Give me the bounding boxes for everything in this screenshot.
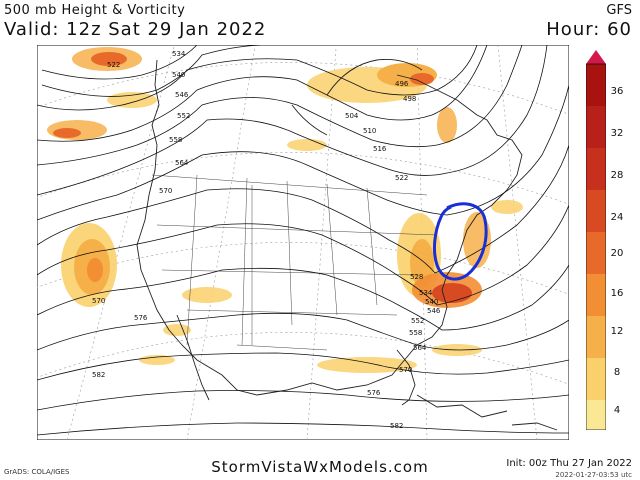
vorticity-shading	[47, 47, 523, 373]
contour-label: 522	[107, 61, 120, 69]
colorbar-tick: 36	[610, 86, 624, 97]
colorbar-tick: 28	[610, 170, 624, 181]
contour-label: 540	[172, 71, 185, 79]
contour-label: 576	[367, 389, 381, 397]
contour-label: 504	[345, 112, 359, 120]
contour-label: 498	[403, 95, 416, 103]
contour-label: 534	[172, 50, 186, 58]
state-borders	[151, 174, 438, 351]
colorbar-top-arrow	[586, 50, 606, 64]
contour-label: 558	[169, 136, 182, 144]
forecast-hour: Hour: 60	[546, 19, 632, 40]
colorbar-tick: 16	[610, 288, 624, 299]
annotation-circle	[432, 202, 488, 281]
product-title: 500 mb Height & Vorticity	[4, 3, 186, 18]
colorbar	[586, 50, 606, 430]
contour-label: 540	[425, 298, 438, 306]
contour-label: 564	[413, 344, 427, 352]
contour-label: 582	[390, 422, 403, 430]
grads-credit: GrADS: COLA/IGES	[4, 468, 70, 476]
contour-label: 570	[159, 187, 172, 195]
contour-label: 516	[373, 145, 387, 153]
contour-label: 552	[177, 112, 190, 120]
contour-label: 546	[175, 91, 189, 99]
contour-label: 510	[363, 127, 376, 135]
contour-label: 552	[411, 317, 424, 325]
vorticity-map: 522 534 540 546 552 558 564 570 496 498 …	[37, 45, 569, 440]
model-name: GFS	[606, 3, 632, 18]
map-header: 500 mb Height & Vorticity Valid: 12z Sat…	[0, 0, 640, 44]
coastlines	[136, 59, 558, 431]
contour-label: 576	[134, 314, 148, 322]
contour-label: 496	[395, 80, 409, 88]
site-watermark: StormVistaWxModels.com	[211, 458, 429, 476]
contour-labels: 522 534 540 546 552 558 564 570 496 498 …	[92, 50, 441, 430]
contour-label: 582	[92, 371, 105, 379]
generated-time: 2022-01-27-03:53 utc	[555, 471, 632, 479]
colorbar-tick: 12	[610, 326, 624, 337]
colorbar-tick: 24	[610, 212, 624, 223]
contour-label: 528	[410, 273, 423, 281]
colorbar-tick: 4	[613, 405, 621, 416]
valid-time: Valid: 12z Sat 29 Jan 2022	[4, 19, 267, 40]
init-time: Init: 00z Thu 27 Jan 2022	[506, 458, 632, 469]
contour-label: 534	[419, 289, 433, 297]
contour-label: 570	[92, 297, 105, 305]
contour-label: 522	[395, 174, 408, 182]
contour-label: 570	[399, 366, 412, 374]
colorbar-tick: 20	[610, 248, 624, 259]
contour-label: 564	[175, 159, 189, 167]
colorbar-tick: 8	[613, 367, 621, 378]
contour-label: 558	[409, 329, 422, 337]
height-contours	[37, 45, 569, 436]
colorbar-tick: 32	[610, 128, 624, 139]
contour-label: 546	[427, 307, 441, 315]
